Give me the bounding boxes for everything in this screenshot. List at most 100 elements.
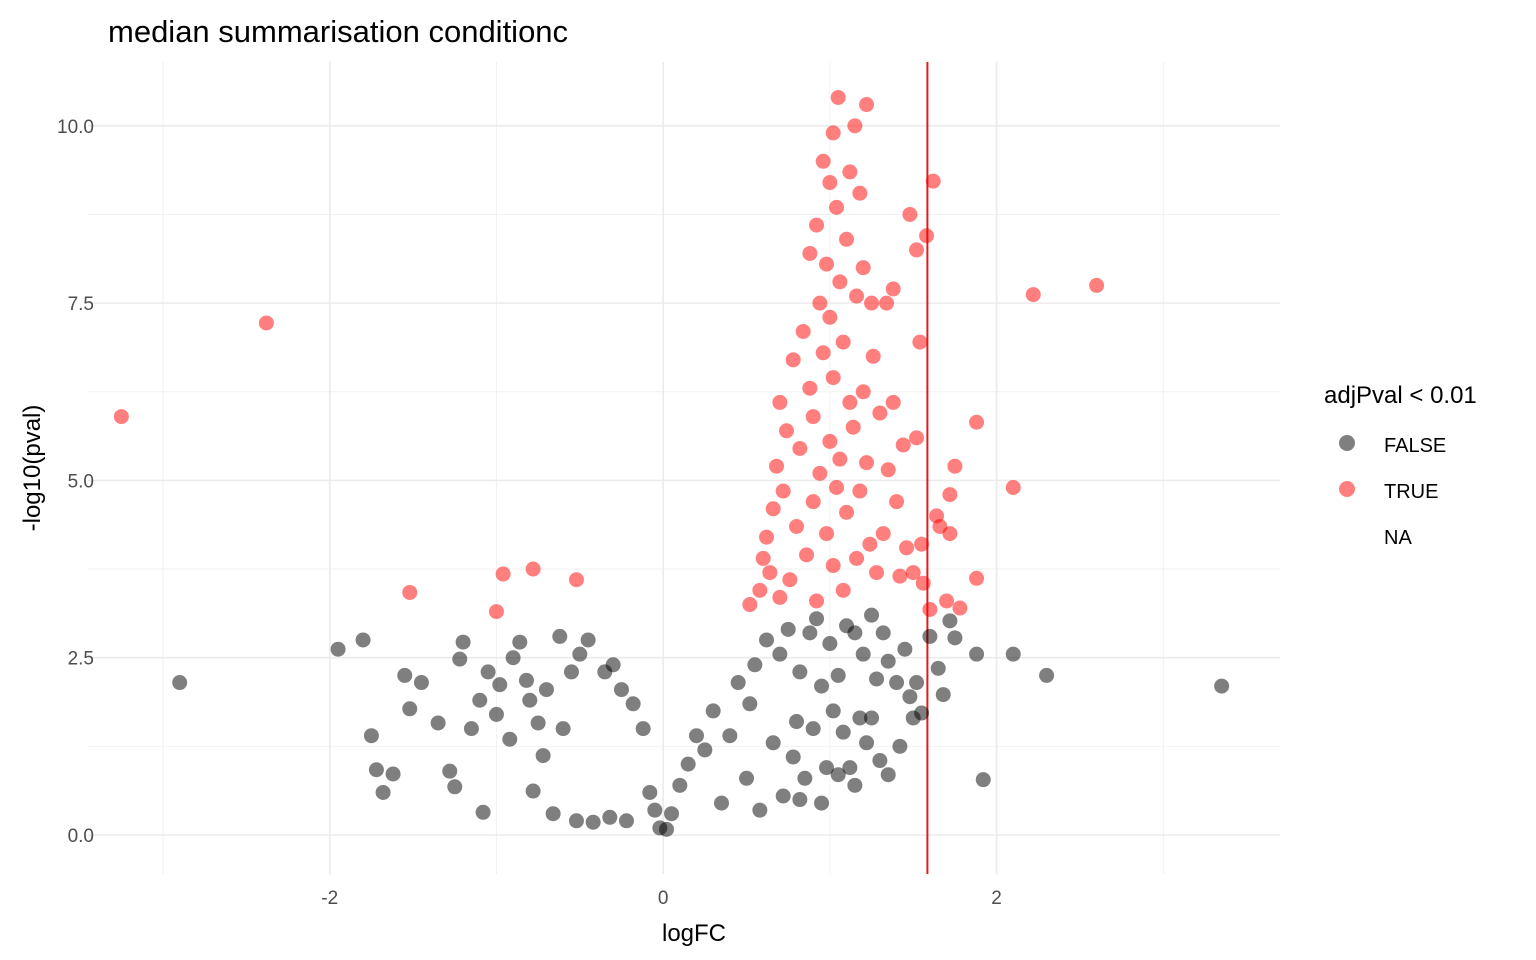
data-point — [172, 675, 187, 690]
data-point — [859, 455, 874, 470]
data-point — [892, 569, 907, 584]
data-point — [806, 409, 821, 424]
data-point — [889, 494, 904, 509]
data-point — [864, 710, 879, 725]
data-point — [852, 484, 867, 499]
data-point — [456, 635, 471, 650]
data-point — [602, 810, 617, 825]
data-point — [1214, 679, 1229, 694]
data-point — [689, 728, 704, 743]
data-point — [614, 682, 629, 697]
data-point — [762, 565, 777, 580]
data-point — [839, 505, 854, 520]
data-point — [739, 771, 754, 786]
y-tick-label: 2.5 — [68, 649, 94, 670]
data-point — [369, 762, 384, 777]
x-axis-ticks: -2 0 2 — [321, 888, 1002, 909]
data-point — [856, 260, 871, 275]
data-point — [914, 537, 929, 552]
data-point — [1006, 480, 1021, 495]
data-point — [892, 739, 907, 754]
data-point — [792, 441, 807, 456]
data-point — [569, 813, 584, 828]
data-point — [782, 572, 797, 587]
data-point — [776, 484, 791, 499]
data-point — [356, 632, 371, 647]
data-point — [806, 721, 821, 736]
data-point — [859, 735, 874, 750]
data-point — [464, 721, 479, 736]
data-point — [759, 530, 774, 545]
series-true-points — [114, 90, 1104, 619]
data-point — [796, 324, 811, 339]
data-point — [642, 785, 657, 800]
data-point — [442, 764, 457, 779]
data-point — [936, 687, 951, 702]
data-point — [839, 232, 854, 247]
data-point — [581, 632, 596, 647]
data-point — [519, 673, 534, 688]
data-point — [969, 647, 984, 662]
data-point — [802, 246, 817, 261]
data-point — [812, 296, 827, 311]
data-point — [776, 788, 791, 803]
data-point — [809, 218, 824, 233]
data-point — [114, 409, 129, 424]
data-point — [822, 434, 837, 449]
data-point — [402, 585, 417, 600]
data-point — [802, 381, 817, 396]
legend-title: adjPval < 0.01 — [1324, 382, 1477, 409]
data-point — [636, 721, 651, 736]
data-point — [869, 671, 884, 686]
data-point — [876, 526, 891, 541]
data-point — [259, 315, 274, 330]
series-false-points — [172, 608, 1229, 837]
data-point — [681, 757, 696, 772]
data-point — [806, 494, 821, 509]
data-point — [756, 551, 771, 566]
data-point — [526, 562, 541, 577]
data-point — [539, 682, 554, 697]
legend-false-swatch — [1339, 435, 1355, 451]
data-point — [842, 395, 857, 410]
data-point — [814, 796, 829, 811]
data-point — [909, 242, 924, 257]
legend-na-label: NA — [1384, 527, 1412, 549]
minor-gridlines — [88, 62, 1280, 874]
data-point — [489, 604, 504, 619]
data-point — [772, 395, 787, 410]
data-point — [586, 815, 601, 830]
data-point — [909, 430, 924, 445]
data-point — [414, 675, 429, 690]
data-point — [856, 647, 871, 662]
data-point — [447, 779, 462, 794]
data-point — [789, 714, 804, 729]
data-point — [836, 583, 851, 598]
data-point — [766, 501, 781, 516]
data-point — [386, 767, 401, 782]
data-point — [766, 735, 781, 750]
data-point — [831, 767, 846, 782]
x-tick-label: 2 — [991, 888, 1002, 909]
data-point — [552, 629, 567, 644]
data-point — [816, 154, 831, 169]
y-tick-label: 5.0 — [68, 471, 94, 492]
x-axis-title: logFC — [662, 920, 726, 947]
y-axis-ticks: 0.02.55.07.510.0 — [57, 117, 94, 847]
data-point — [789, 519, 804, 534]
data-point — [496, 567, 511, 582]
data-point — [822, 636, 837, 651]
data-point — [902, 689, 917, 704]
data-point — [1006, 647, 1021, 662]
data-point — [819, 526, 834, 541]
data-point — [697, 742, 712, 757]
data-point — [742, 597, 757, 612]
data-point — [1039, 668, 1054, 683]
data-point — [976, 772, 991, 787]
y-axis-title: -log10(pval) — [19, 405, 46, 532]
data-point — [852, 186, 867, 201]
data-point — [472, 693, 487, 708]
data-point — [772, 590, 787, 605]
data-point — [969, 415, 984, 430]
